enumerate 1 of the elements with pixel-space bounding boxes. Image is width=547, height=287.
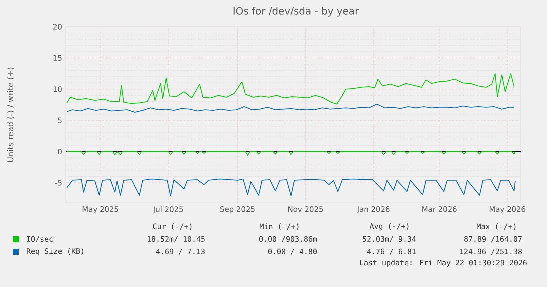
chart-title: IOs for /dev/sda - by year [234, 7, 360, 17]
